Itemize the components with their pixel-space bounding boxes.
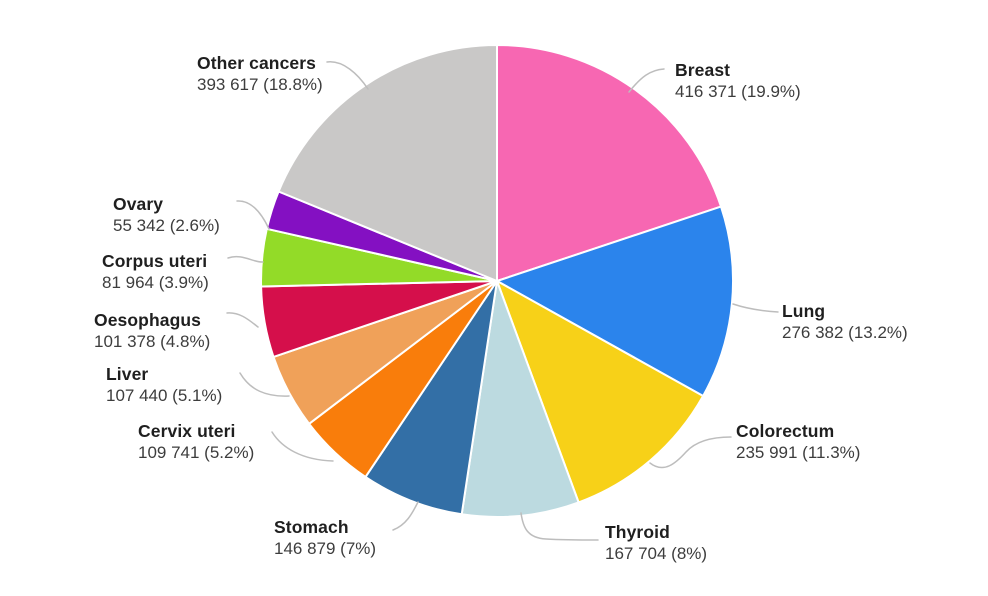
slice-value: 146 879 (7%) — [274, 539, 377, 558]
pie-slice-lung — [496, 205, 735, 397]
leader-line-colorectum — [649, 436, 732, 469]
leader-line-breast — [628, 68, 665, 93]
slice-name: Other cancers — [197, 53, 316, 73]
pie-slice-breast — [496, 44, 722, 282]
slice-label-corpus-uteri: Corpus uteri 81 964 (3.9%) — [102, 251, 209, 293]
leader-line-cervix-uteri — [271, 431, 334, 462]
pie-slice-stomach — [364, 280, 498, 516]
slice-value: 416 371 (19.9%) — [675, 82, 801, 101]
slice-name: Lung — [782, 301, 826, 321]
slice-value: 235 991 (11.3%) — [736, 443, 861, 462]
leader-line-ovary — [236, 200, 270, 230]
pie-slices-group — [260, 44, 735, 518]
leader-line-corpus-uteri — [227, 255, 264, 263]
leader-line-stomach — [392, 501, 419, 531]
slice-value: 81 964 (3.9%) — [102, 273, 209, 292]
slice-name: Colorectum — [736, 421, 835, 441]
slice-value: 167 704 (8%) — [605, 544, 708, 563]
slice-label-ovary: Ovary 55 342 (2.6%) — [113, 194, 220, 236]
leader-line-lung — [732, 303, 779, 313]
slice-name: Liver — [106, 364, 149, 384]
slice-value: 109 741 (5.2%) — [138, 443, 255, 462]
slice-label-oesophagus: Oesophagus 101 378 (4.8%) — [94, 310, 210, 352]
pie-slice-colorectum — [496, 280, 705, 504]
slice-label-liver: Liver 107 440 (5.1%) — [106, 364, 222, 406]
leader-line-oesophagus — [226, 312, 259, 328]
slice-value: 276 382 (13.2%) — [782, 323, 908, 342]
slice-value: 107 440 (5.1%) — [106, 386, 223, 405]
slice-label-thyroid: Thyroid 167 704 (8%) — [605, 522, 707, 564]
slice-value: 101 378 (4.8%) — [94, 332, 211, 351]
slice-name: Ovary — [113, 194, 164, 214]
slice-name: Thyroid — [605, 522, 670, 542]
slice-label-cervix-uteri: Cervix uteri 109 741 (5.2%) — [138, 421, 254, 463]
slice-label-lung: Lung 276 382 (13.2%) — [782, 301, 908, 343]
leader-line-other-cancers — [326, 61, 369, 90]
leader-lines-group — [226, 61, 779, 541]
leader-line-liver — [239, 372, 290, 397]
slice-value: 55 342 (2.6%) — [113, 216, 220, 235]
slice-label-colorectum: Colorectum 235 991 (11.3%) — [736, 421, 860, 463]
slice-name: Corpus uteri — [102, 251, 208, 271]
slice-label-other-cancers: Other cancers 393 617 (18.8%) — [197, 53, 323, 95]
leader-line-thyroid — [520, 512, 599, 541]
slice-value: 393 617 (18.8%) — [197, 75, 323, 94]
slice-name: Stomach — [274, 517, 349, 537]
slice-label-stomach: Stomach 146 879 (7%) — [274, 517, 376, 559]
slice-name: Breast — [675, 60, 731, 80]
slice-label-breast: Breast 416 371 (19.9%) — [675, 60, 801, 102]
slice-name: Cervix uteri — [138, 421, 236, 441]
slice-name: Oesophagus — [94, 310, 201, 330]
